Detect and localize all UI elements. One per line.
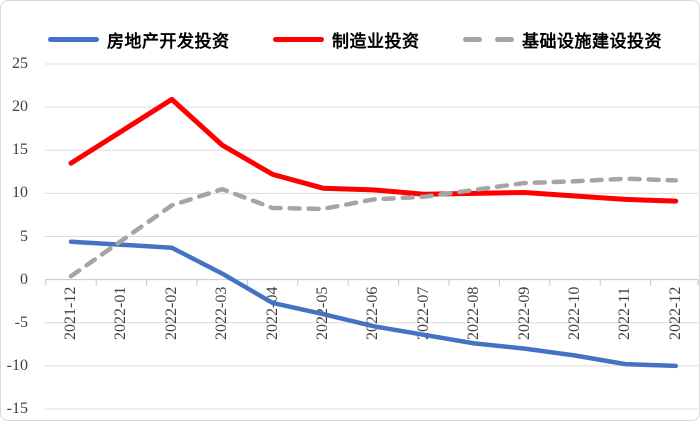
legend-label-real-estate-investment: 房地产开发投资 bbox=[107, 31, 230, 51]
legend-item-manufacturing-investment: 制造业投资 bbox=[273, 27, 420, 51]
y-axis-tick-label: -15 bbox=[6, 400, 28, 417]
legend-item-infrastructure-investment: 基础设施建设投资 bbox=[463, 27, 662, 51]
y-axis-tick-label: 5 bbox=[20, 227, 28, 245]
y-axis-tick-label: 15 bbox=[12, 141, 28, 159]
series-line bbox=[68, 176, 679, 279]
legend-line-swatch-red bbox=[273, 36, 324, 42]
y-axis-tick-label: 10 bbox=[12, 184, 28, 202]
series-line bbox=[68, 239, 679, 369]
legend: 房地产开发投资 制造业投资 基础设施建设投资 bbox=[1, 27, 699, 51]
y-axis-tick-label: -10 bbox=[6, 356, 28, 374]
legend-item-real-estate-investment: 房地产开发投资 bbox=[48, 27, 230, 51]
legend-line-swatch-gray-dashed bbox=[463, 36, 514, 42]
legend-label-manufacturing-investment: 制造业投资 bbox=[332, 31, 420, 51]
y-axis-tick-label: 20 bbox=[12, 98, 28, 116]
y-axis-tick-label: 25 bbox=[12, 55, 28, 72]
series-line bbox=[68, 96, 679, 204]
legend-line-swatch-blue bbox=[48, 36, 99, 42]
legend-label-infrastructure-investment: 基础设施建设投资 bbox=[522, 31, 662, 51]
y-axis-tick-label: -5 bbox=[14, 313, 28, 331]
y-axis-tick-label: 0 bbox=[20, 270, 28, 288]
